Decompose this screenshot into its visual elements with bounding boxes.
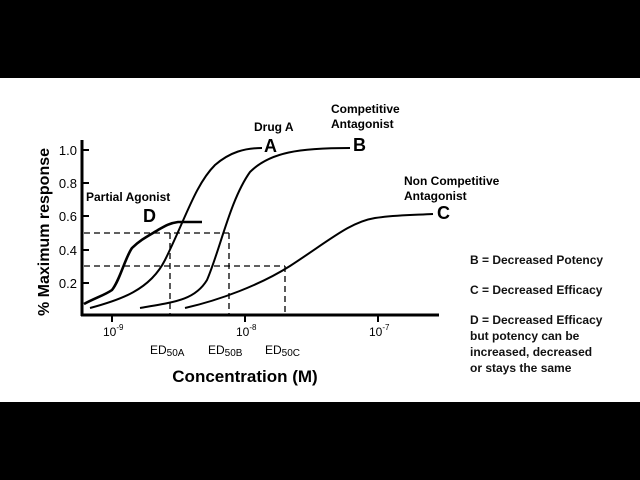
svg-text:10-7: 10-7 (369, 323, 390, 339)
y-tick-labels: 1.0 0.8 0.6 0.4 0.2 (59, 143, 77, 291)
svg-text:Antagonist: Antagonist (331, 117, 394, 131)
svg-text:Antagonist: Antagonist (404, 189, 467, 203)
ed50a-label: ED50A (150, 343, 185, 359)
annotation-legend: B = Decreased Potency C = Decreased Effi… (470, 252, 640, 390)
annotation-d: D = Decreased Efficacy but potency can b… (470, 313, 603, 375)
svg-text:0.6: 0.6 (59, 209, 77, 224)
svg-text:0.4: 0.4 (59, 243, 77, 258)
reference-lines (84, 232, 286, 314)
y-ticks (82, 149, 89, 284)
svg-text:C: C (437, 203, 450, 223)
svg-text:0.2: 0.2 (59, 276, 77, 291)
annotation-c: C = Decreased Efficacy (470, 283, 603, 297)
svg-text:10-8: 10-8 (236, 323, 257, 339)
svg-text:B: B (353, 135, 366, 155)
y-axis-label: % Maximum response (36, 148, 53, 316)
curve-b-competitive (139, 147, 351, 309)
x-axis-label: Concentration (M) (172, 367, 317, 386)
ed50b-label: ED50B (208, 343, 243, 359)
svg-text:Partial Agonist: Partial Agonist (86, 190, 170, 204)
svg-text:A: A (264, 136, 277, 156)
curve-labels: Drug A A Competitive Antagonist B Non Co… (86, 102, 500, 226)
ed50-labels: ED50A ED50B ED50C (150, 343, 300, 359)
svg-text:1.0: 1.0 (59, 143, 77, 158)
svg-text:Non Competitive: Non Competitive (404, 174, 500, 188)
dose-response-chart: % Maximum response 1.0 0.8 0.6 0.4 0.2 1… (36, 102, 500, 386)
ed50c-label: ED50C (265, 343, 300, 359)
annotation-b: B = Decreased Potency (470, 253, 604, 267)
x-ticks (111, 315, 379, 322)
svg-text:D: D (143, 206, 156, 226)
curve-a-drug-a (89, 147, 263, 309)
svg-text:Drug A: Drug A (254, 120, 294, 134)
curve-d-partial-agonist (83, 220, 202, 306)
svg-text:0.8: 0.8 (59, 176, 77, 191)
svg-text:10-9: 10-9 (103, 323, 124, 339)
curve-c-noncompetitive (184, 213, 434, 309)
x-tick-labels: 10-9 10-8 10-7 (103, 323, 390, 339)
svg-text:Competitive: Competitive (331, 102, 400, 116)
chart-canvas: % Maximum response 1.0 0.8 0.6 0.4 0.2 1… (0, 78, 640, 402)
